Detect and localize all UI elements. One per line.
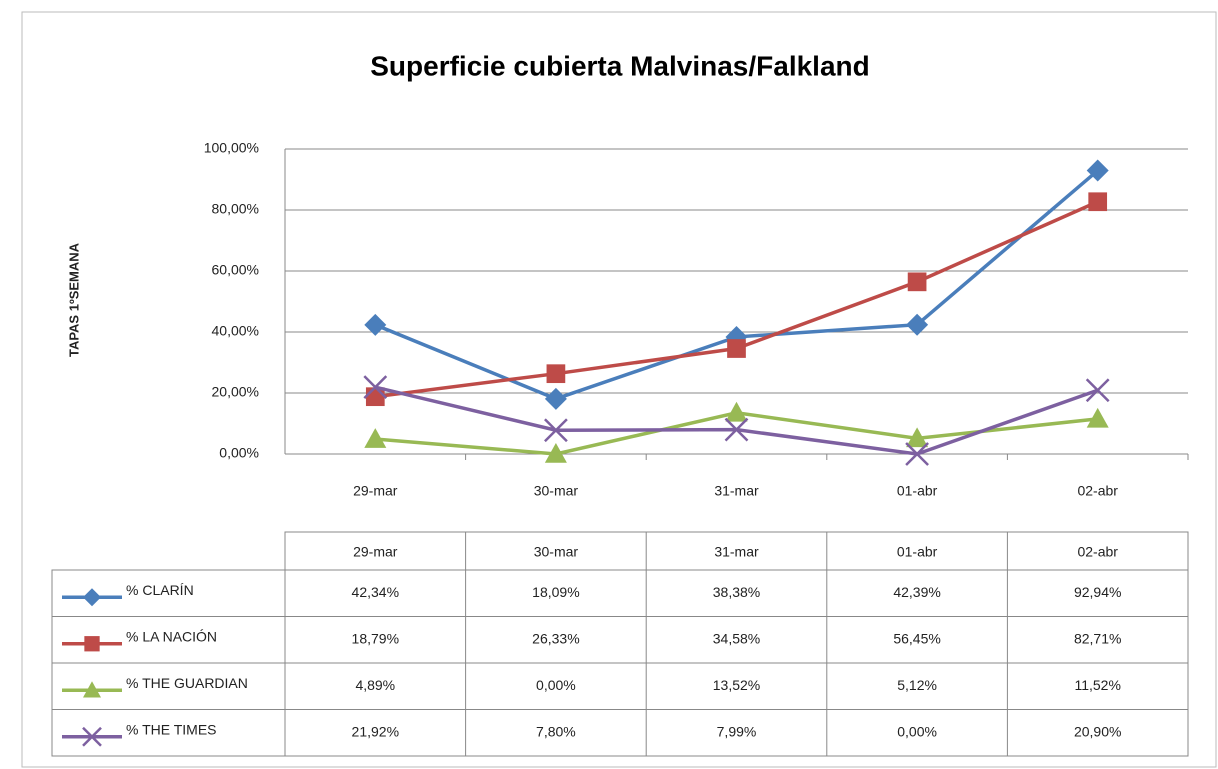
y-tick-label: 60,00% [212,262,259,278]
y-tick-label: 0,00% [219,445,259,461]
table-cell: 4,89% [355,677,395,693]
x-tick-label: 29-mar [353,483,398,499]
legend-label: % LA NACIÓN [126,628,217,644]
table-cell: 82,71% [1074,630,1121,646]
table-cell: 34,58% [713,630,760,646]
legend-label: % THE TIMES [126,721,217,737]
marker [1088,192,1108,212]
x-tick-label: 02-abr [1077,483,1118,499]
marker [83,588,101,607]
chart-title: Superficie cubierta Malvinas/Falkland [370,50,870,81]
marker [84,636,100,652]
y-tick-label: 40,00% [212,323,259,339]
marker [546,364,566,384]
marker [364,428,387,448]
chart-frame [21,11,1217,768]
marker [363,375,388,400]
table-cell: 21,92% [352,723,399,739]
y-axis-label: TAPAS 1ºSEMANA [66,242,81,357]
marker [724,417,749,442]
table-cell: 0,00% [536,677,576,693]
table-cell: 7,99% [717,723,757,739]
table-header: 31-mar [714,544,759,560]
y-tick-label: 80,00% [212,201,259,217]
x-tick-label: 01-abr [897,483,938,499]
table-cell: 13,52% [713,677,760,693]
table-cell: 18,09% [532,584,579,600]
table-cell: 0,00% [897,723,937,739]
table-header: 29-mar [353,544,398,560]
marker [82,726,102,747]
marker [83,681,101,698]
table-cell: 26,33% [532,630,579,646]
marker [364,313,387,336]
table-cell: 42,39% [893,584,940,600]
marker [1086,159,1109,182]
table-cell: 92,94% [1074,584,1121,600]
legend-label: % THE GUARDIAN [126,675,248,691]
table-cell: 11,52% [1074,677,1120,693]
x-tick-label: 30-mar [534,483,579,499]
x-tick-label: 31-mar [714,483,759,499]
table-header: 30-mar [534,544,579,560]
marker [1086,407,1109,428]
table-cell: 18,79% [352,630,399,646]
table-cell: 7,80% [536,723,576,739]
table-header: 02-abr [1077,544,1118,560]
y-tick-label: 20,00% [212,384,259,400]
marker [905,442,929,466]
table-cell: 38,38% [713,584,760,600]
y-tick-label: 100,00% [204,140,259,156]
legend-label: % CLARÍN [126,582,194,598]
table-cell: 5,12% [897,677,937,693]
marker [906,313,929,336]
marker [544,387,567,410]
table-header: 01-abr [897,544,938,560]
table-cell: 56,45% [893,630,940,646]
marker [907,272,927,292]
marker [727,339,746,358]
marker [906,427,929,448]
marker [1085,378,1110,403]
marker [544,443,567,463]
marker [725,401,748,422]
table-cell: 20,90% [1074,723,1121,739]
table-cell: 42,34% [352,584,399,600]
marker [544,418,568,443]
